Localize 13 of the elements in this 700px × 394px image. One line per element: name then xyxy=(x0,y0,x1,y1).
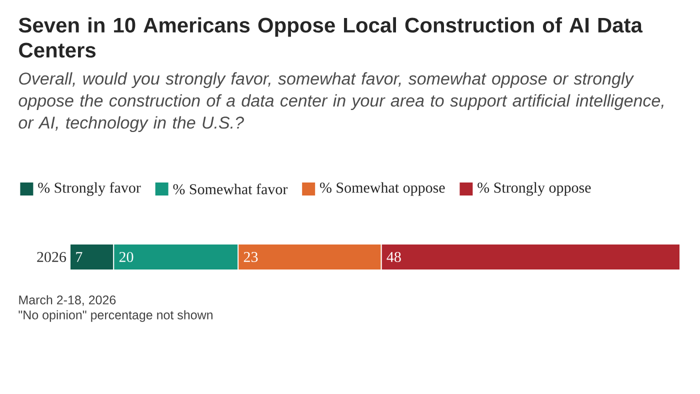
legend-label: % Strongly oppose xyxy=(478,182,591,196)
y-tick-label: 2026 xyxy=(37,252,66,262)
text: "No opinion" percentage not shown xyxy=(18,310,212,322)
annotation: March 2-18, 2026 xyxy=(19,295,116,306)
data-label: 23 xyxy=(244,252,258,262)
chart-title: Seven in 10 Americans Oppose Local Construction of AI Data Centers xyxy=(18,17,643,58)
legend-label: % Somewhat favor xyxy=(173,184,288,194)
legend-label: % Somewhat oppose xyxy=(320,182,445,196)
chart-subtitle: Overall, would you strongly favor, somewhat favor, somewhat oppose or strongly oppose the construction of a data center in your area to support artificial intelligence, or AI, technology in the U.S.? xyxy=(18,72,664,132)
data-label: 7 xyxy=(76,252,82,262)
data-label: 20 xyxy=(119,252,134,262)
data-label: 48 xyxy=(386,252,401,262)
legend-label: % Strongly favor xyxy=(38,182,141,196)
